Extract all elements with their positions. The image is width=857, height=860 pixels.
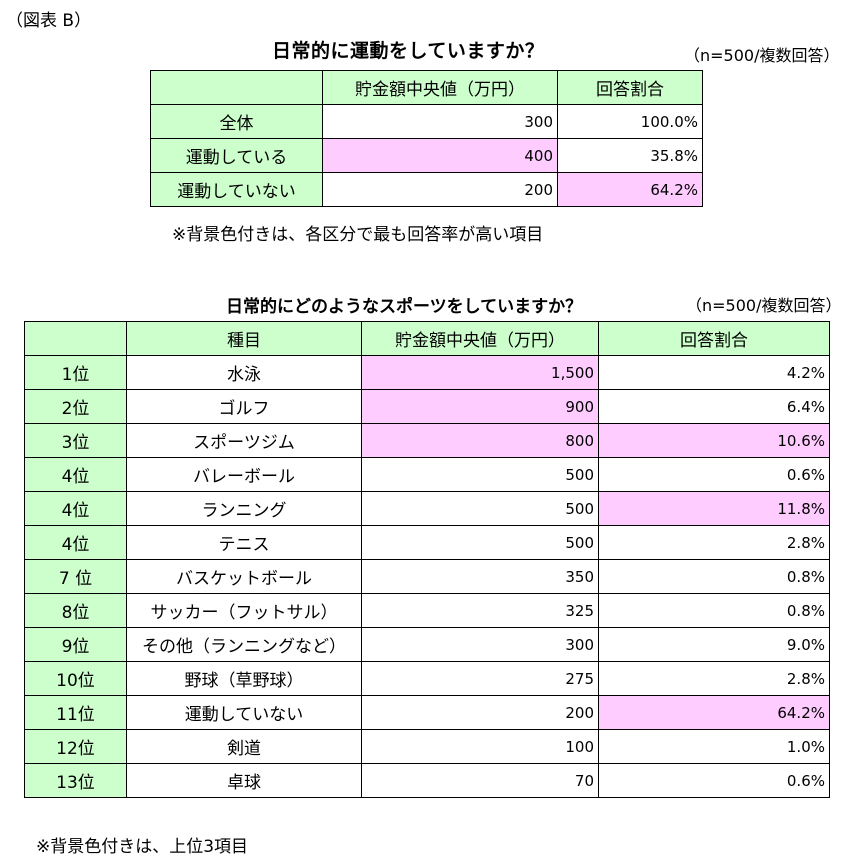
median-value: 200	[322, 172, 558, 207]
table2-header-item: 種目	[126, 321, 362, 356]
table-row: 運動している 400 35.8%	[150, 138, 703, 173]
median-value: 500	[361, 525, 599, 560]
table2-note: ※背景色付きは、上位3項目	[36, 837, 249, 857]
rank-label: 8位	[24, 593, 127, 628]
median-value: 200	[361, 695, 599, 730]
row-label: 全体	[150, 104, 323, 139]
median-value: 300	[322, 104, 558, 139]
ratio-value: 2.8%	[598, 661, 830, 696]
ratio-value: 10.6%	[598, 423, 830, 458]
median-value: 800	[361, 423, 599, 458]
table2-header-empty	[24, 321, 127, 356]
ratio-value: 11.8%	[598, 491, 830, 526]
sport-name: その他（ランニングなど）	[126, 627, 362, 662]
table-row: 7 位バスケットボール 350 0.8%	[24, 559, 830, 594]
ratio-value: 2.8%	[598, 525, 830, 560]
median-value: 100	[361, 729, 599, 764]
table-row: 1位 水泳 1,500 4.2%	[24, 355, 830, 390]
sport-name: サッカー（フットサル）	[126, 593, 362, 628]
rank-label: 7 位	[24, 559, 127, 594]
sport-name: ランニング	[126, 491, 362, 526]
median-value: 500	[361, 491, 599, 526]
table1-sample-note: （n=500/複数回答）	[684, 46, 840, 65]
ratio-value: 0.6%	[598, 457, 830, 492]
table1-header-empty	[150, 70, 323, 105]
table-row: 10位 野球（草野球） 275 2.8%	[24, 661, 830, 696]
table-row: 13位 卓球 70 0.6%	[24, 763, 830, 798]
rank-label: 2位	[24, 389, 127, 424]
table1-header-row: 貯金額中央値（万円） 回答割合	[150, 70, 703, 105]
sport-name: ゴルフ	[126, 389, 362, 424]
table-row: 12位 剣道 100 1.0%	[24, 729, 830, 764]
table2-header-ratio: 回答割合	[598, 321, 830, 356]
median-value: 1,500	[361, 355, 599, 390]
table1-header-ratio: 回答割合	[557, 70, 703, 105]
table2-header-median: 貯金額中央値（万円）	[361, 321, 599, 356]
rank-label: 10位	[24, 661, 127, 696]
ratio-value: 0.8%	[598, 593, 830, 628]
figure-label: （図表 B）	[6, 11, 92, 31]
table-row: 運動していない 200 64.2%	[150, 172, 703, 207]
table-row: 3位 スポーツジム 800 10.6%	[24, 423, 830, 458]
median-value: 275	[361, 661, 599, 696]
rank-label: 13位	[24, 763, 127, 798]
ratio-value: 100.0%	[557, 104, 703, 139]
table-row: 4位 バレーボール 500 0.6%	[24, 457, 830, 492]
rank-label: 4位	[24, 457, 127, 492]
ratio-value: 1.0%	[598, 729, 830, 764]
ratio-value: 0.6%	[598, 763, 830, 798]
median-value: 70	[361, 763, 599, 798]
ratio-value: 4.2%	[598, 355, 830, 390]
table1-body: 全体 300 100.0% 運動している 400 35.8% 運動していない 200 64.2%	[150, 104, 703, 207]
sport-name: 野球（草野球）	[126, 661, 362, 696]
rank-label: 4位	[24, 525, 127, 560]
table-row: 全体 300 100.0%	[150, 104, 703, 139]
table1-note: ※背景色付きは、各区分で最も回答率が高い項目	[172, 225, 544, 245]
table-row: 11位 運動していない 200 64.2%	[24, 695, 830, 730]
table-row: 8位 サッカー（フットサル） 325 0.8%	[24, 593, 830, 628]
median-value: 300	[361, 627, 599, 662]
exercise-table: 貯金額中央値（万円） 回答割合 全体 300 100.0% 運動している 400 35.8…	[150, 70, 703, 207]
median-value: 350	[361, 559, 599, 594]
row-label: 運動していない	[150, 172, 323, 207]
median-value: 500	[361, 457, 599, 492]
rank-label: 1位	[24, 355, 127, 390]
table-row: 9位 その他（ランニングなど） 300 9.0%	[24, 627, 830, 662]
ratio-value: 6.4%	[598, 389, 830, 424]
sport-name: 卓球	[126, 763, 362, 798]
sport-name: バスケットボール	[126, 559, 362, 594]
sport-name: 水泳	[126, 355, 362, 390]
table-row: 4位 テニス 500 2.8%	[24, 525, 830, 560]
median-value: 900	[361, 389, 599, 424]
table2-body: 1位 水泳 1,500 4.2% 2位 ゴルフ 900 6.4% 3位 スポーツジム 800 10.6…	[24, 355, 830, 798]
table1-title: 日常的に運動をしていますか？	[272, 40, 545, 62]
rank-label: 3位	[24, 423, 127, 458]
median-value: 325	[361, 593, 599, 628]
table-row: 4位 ランニング 500 11.8%	[24, 491, 830, 526]
rank-label: 12位	[24, 729, 127, 764]
sport-name: 運動していない	[126, 695, 362, 730]
row-label: 運動している	[150, 138, 323, 173]
sport-name: スポーツジム	[126, 423, 362, 458]
ratio-value: 9.0%	[598, 627, 830, 662]
table1-header-median: 貯金額中央値（万円）	[322, 70, 558, 105]
table2-header-row: 種目 貯金額中央値（万円） 回答割合	[24, 321, 830, 356]
median-value: 400	[322, 138, 558, 173]
rank-label: 11位	[24, 695, 127, 730]
sport-name: テニス	[126, 525, 362, 560]
table-row: 2位 ゴルフ 900 6.4%	[24, 389, 830, 424]
sports-table: 種目 貯金額中央値（万円） 回答割合 1位 水泳 1,500 4.2% 2位 ゴルフ 900…	[24, 321, 830, 798]
table2-title: 日常的にどのようなスポーツをしていますか？	[226, 297, 583, 317]
ratio-value: 64.2%	[598, 695, 830, 730]
table2-sample-note: （n=500/複数回答）	[686, 296, 842, 315]
rank-label: 4位	[24, 491, 127, 526]
ratio-value: 35.8%	[557, 138, 703, 173]
rank-label: 9位	[24, 627, 127, 662]
sport-name: 剣道	[126, 729, 362, 764]
sport-name: バレーボール	[126, 457, 362, 492]
ratio-value: 64.2%	[557, 172, 703, 207]
ratio-value: 0.8%	[598, 559, 830, 594]
